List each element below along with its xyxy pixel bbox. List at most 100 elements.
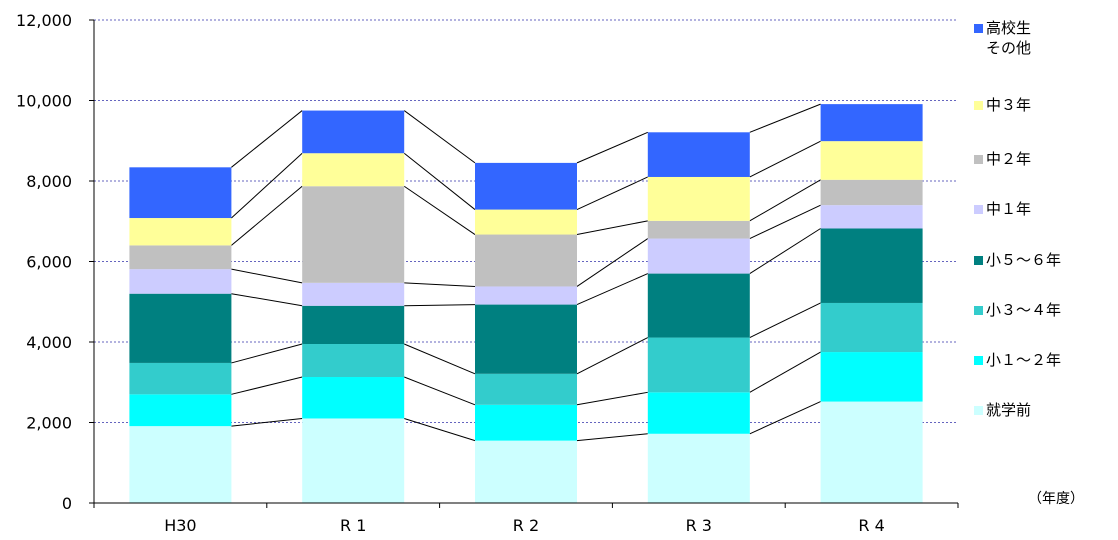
legend-item-7: 高校生 その他 [974,18,1031,58]
connector-s1-c3 [749,351,821,393]
legend-label: 小１～２年 [986,351,1062,369]
bar-segment-s2-c2 [475,373,577,405]
connector-s4-c0 [231,268,303,284]
legend-label: 小３～４年 [986,301,1062,319]
legend-item-1: 小１～２年 [974,350,1061,370]
legend-label: 就学前 [986,401,1032,419]
bar-segment-s4-c4 [820,205,923,229]
connector-s1-c0 [231,376,303,395]
y-tick-label-2: 4,000 [26,333,72,352]
legend-item-0: 就学前 [974,400,1031,420]
connector-s2-c2 [576,337,649,375]
legend-swatch [974,306,983,315]
connector-s0-c0 [231,417,303,427]
bar-segment-s7-c3 [647,132,750,177]
connector-s2-c0 [231,343,303,364]
bar-segment-s5-c2 [475,234,577,287]
bar-segment-s5-c4 [820,179,923,206]
legend-swatch [974,205,983,214]
connector-s3-c0 [231,293,303,307]
bar-segment-s1-c4 [820,352,923,402]
legend-item-4: 中１年 [974,199,1031,219]
connector-s5-c3 [749,179,821,222]
y-tick-label-4: 8,000 [26,172,72,191]
connector-s1-c2 [576,391,648,406]
bar-segment-s3-c4 [820,228,923,303]
legend-swatch [974,406,983,415]
bar-segment-s3-c1 [302,305,405,345]
connector-s2-c1 [404,343,476,375]
legend-label: 小５～６年 [986,251,1062,269]
legend-swatch [974,101,983,110]
connector-s4-c2 [576,238,649,287]
y-tick-label-3: 6,000 [26,253,72,272]
connector-s5-c1 [403,185,476,235]
bar-segment-s4-c1 [302,282,405,306]
legend-swatch [974,155,983,164]
connector-s6-c3 [749,140,821,178]
connector-s6-c0 [231,152,303,219]
bar-segment-s0-c0 [129,426,232,503]
x-tick-label-1: R 1 [340,516,366,535]
bar-segment-s0-c1 [302,418,405,503]
bar-segment-s5-c3 [647,220,750,239]
legend-swatch [974,256,983,265]
axes [89,19,959,508]
bar-segment-s0-c3 [647,433,750,503]
bar-segment-s3-c3 [647,273,750,338]
connector-s3-c2 [576,273,649,306]
bar-segment-s7-c4 [820,104,923,142]
connector-s7-c1 [403,110,476,164]
bar-segment-s5-c1 [302,186,405,283]
legend-label: 中１年 [986,200,1032,218]
bar-segment-s7-c1 [302,110,405,154]
x-axis-unit-label: （年度） [1028,491,1084,507]
series-connector-lines [231,103,821,442]
y-tick-label-6: 12,000 [16,11,72,30]
bar-segment-s6-c3 [647,176,750,221]
bars [129,104,923,503]
y-tick-label-1: 2,000 [26,414,72,433]
bar-segment-s1-c1 [302,377,405,419]
bar-segment-s6-c1 [302,153,405,187]
legend-label: 高校生 その他 [986,19,1032,57]
bar-segment-s4-c3 [647,238,750,274]
legend-item-6: 中３年 [974,95,1031,115]
bar-segment-s2-c0 [129,362,232,395]
x-tick-label-0: H30 [164,516,196,535]
connector-s7-c2 [576,131,648,164]
legend-label: 中２年 [986,150,1032,168]
x-tick-label-3: R 3 [686,516,712,535]
connector-s5-c2 [576,220,648,236]
connector-s3-c1 [404,304,476,307]
bar-segment-s4-c2 [475,286,577,305]
bar-segment-s4-c0 [129,269,232,294]
bar-segment-s2-c4 [820,302,923,353]
connector-s3-c3 [749,228,821,274]
x-tick-label-4: R 4 [858,516,884,535]
bar-segment-s6-c4 [820,141,923,180]
connector-s2-c3 [749,302,821,339]
connector-s7-c0 [231,110,303,168]
bar-segment-s3-c2 [475,304,577,374]
bar-segment-s2-c1 [302,344,405,378]
y-tick-label-0: 0 [62,494,72,513]
connector-s5-c0 [231,185,303,246]
connector-s0-c3 [749,401,821,435]
y-tick-label-5: 10,000 [16,92,72,111]
legend-swatch [974,24,983,33]
connector-s6-c2 [576,176,649,211]
stacked-bar-chart: 0 2,000 4,000 6,000 8,000 10,000 12,000 H30 R 1 R… [16,11,959,535]
legend-label: 中３年 [986,96,1032,114]
x-tick-label-2: R 2 [513,516,539,535]
bar-segment-s0-c4 [820,401,923,503]
legend-item-5: 中２年 [974,149,1031,169]
bar-segment-s1-c0 [129,394,232,427]
bar-segment-s6-c0 [129,218,232,246]
connector-s4-c3 [749,204,821,240]
bar-segment-s6-c2 [475,209,577,235]
connector-s7-c3 [749,103,821,133]
bar-segment-s0-c2 [475,440,577,503]
bar-segment-s3-c0 [129,293,232,363]
legend-item-3: 小５～６年 [974,250,1061,270]
